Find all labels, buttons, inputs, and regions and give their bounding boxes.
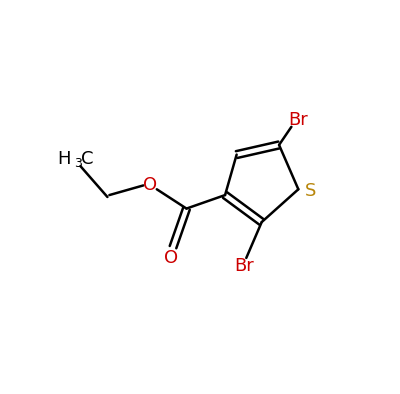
Text: O: O (143, 177, 157, 194)
Text: S: S (305, 182, 317, 200)
Text: H: H (57, 150, 71, 168)
Text: Br: Br (234, 257, 254, 275)
Text: Br: Br (288, 111, 308, 129)
Text: C: C (81, 150, 94, 168)
Text: 3: 3 (74, 157, 82, 170)
Text: O: O (164, 249, 178, 267)
